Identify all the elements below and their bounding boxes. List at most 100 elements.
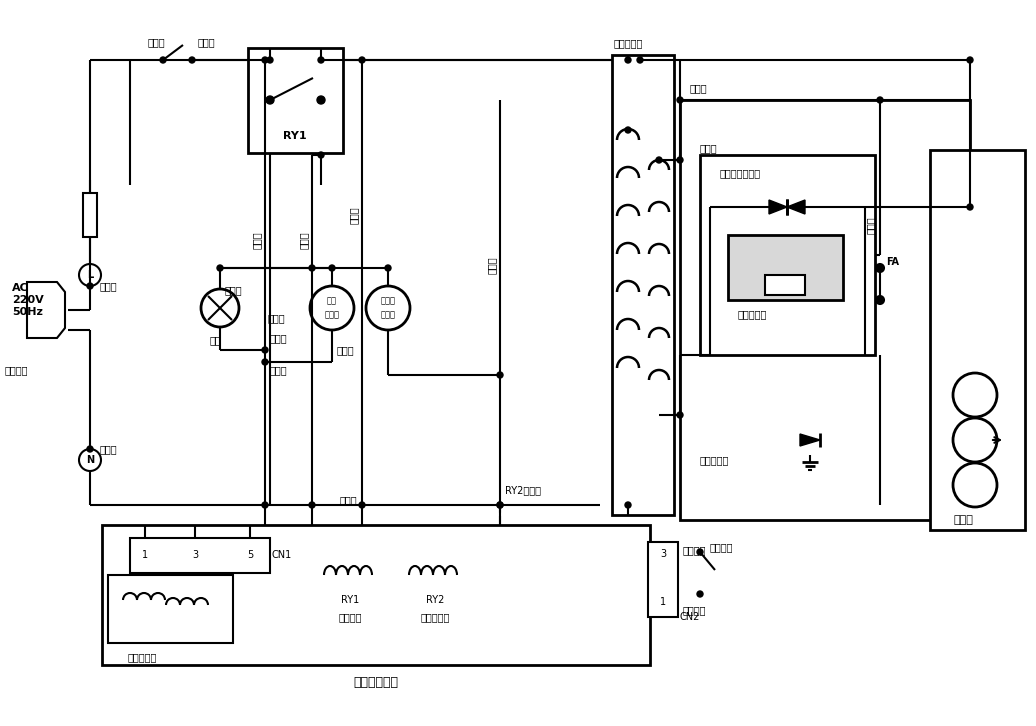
Circle shape [497,502,503,508]
Text: 电动机: 电动机 [380,311,396,319]
Text: L: L [87,270,93,280]
Text: 电脑控制电路: 电脑控制电路 [353,677,399,690]
Text: 红色线: 红色线 [198,37,215,47]
Text: 黄色线: 黄色线 [349,206,359,224]
Text: 高压电路保护器: 高压电路保护器 [720,168,761,178]
Circle shape [625,502,631,508]
Circle shape [309,265,315,271]
Text: 蓝色线: 蓝色线 [270,333,288,343]
Bar [102,525,650,665]
Circle shape [677,412,683,418]
Circle shape [385,265,391,271]
Text: 主继电器: 主继电器 [338,612,362,622]
Text: RY1: RY1 [341,595,359,605]
Text: 3: 3 [192,550,198,560]
Text: 炉灯: 炉灯 [210,335,222,345]
Circle shape [317,96,325,104]
Text: 黄绿色线: 黄绿色线 [5,365,29,375]
Text: RY1: RY1 [283,131,307,141]
Circle shape [262,347,268,353]
Bar [765,275,805,295]
Circle shape [266,96,274,104]
Circle shape [329,265,335,271]
Text: 红色线: 红色线 [690,83,708,93]
Text: 白色线: 白色线 [268,313,286,323]
Circle shape [677,157,683,163]
Polygon shape [27,282,65,338]
Circle shape [318,57,324,63]
Circle shape [309,502,315,508]
Polygon shape [787,200,805,214]
Text: 红色线: 红色线 [225,285,242,295]
Circle shape [262,359,268,365]
Text: 白色线: 白色线 [340,495,357,505]
Text: 白色线: 白色线 [700,143,718,153]
Bar [248,48,343,153]
Bar [130,538,270,573]
Circle shape [87,283,93,289]
Circle shape [967,57,973,63]
Circle shape [359,57,365,63]
Text: 蓝色线: 蓝色线 [100,444,118,454]
Text: RY2: RY2 [426,595,444,605]
Text: 粉红色线: 粉红色线 [683,545,707,555]
Text: 5: 5 [247,550,253,560]
Circle shape [877,297,883,303]
Text: 1: 1 [660,597,666,607]
Text: 蓝色线: 蓝色线 [337,345,354,355]
Bar [108,575,233,643]
Circle shape [656,157,662,163]
Text: 磁控管: 磁控管 [953,515,973,525]
Circle shape [189,57,195,63]
Text: RY2白色线: RY2白色线 [505,485,541,495]
Bar [83,193,97,237]
Circle shape [262,502,268,508]
Text: 棕色线: 棕色线 [100,281,118,291]
Circle shape [877,265,883,271]
Text: N: N [86,455,94,465]
Circle shape [267,57,274,63]
Circle shape [497,372,503,378]
Text: 高压电容器: 高压电容器 [738,309,768,319]
Text: 转盘: 转盘 [327,296,337,306]
Text: 白色线: 白色线 [487,256,497,274]
Text: 高压二极管: 高压二极管 [700,455,729,465]
Polygon shape [800,434,821,446]
Text: CN2: CN2 [680,612,700,622]
Text: 黑色线: 黑色线 [252,231,262,249]
Bar [648,542,678,617]
Text: 低压变压器: 低压变压器 [128,652,157,662]
Circle shape [87,446,93,452]
Text: 红色线: 红色线 [299,231,309,249]
Circle shape [625,127,631,133]
Polygon shape [769,200,787,214]
Text: 粉红色线: 粉红色线 [683,605,707,615]
Circle shape [697,549,703,555]
Text: 高压变压器: 高压变压器 [614,38,643,48]
Circle shape [637,57,643,63]
Circle shape [625,57,631,63]
Circle shape [877,97,883,103]
Text: 1: 1 [142,550,148,560]
Text: 黑色线: 黑色线 [148,37,166,47]
Circle shape [697,591,703,597]
Circle shape [497,502,503,508]
Text: CN1: CN1 [272,550,292,560]
Text: AC
220V
50Hz: AC 220V 50Hz [12,283,44,317]
Bar [728,235,843,300]
Text: 红色线: 红色线 [866,216,876,234]
Text: 蓝色线: 蓝色线 [270,365,288,375]
Bar [680,100,970,520]
Bar [930,150,1025,530]
Circle shape [677,97,683,103]
Bar [700,155,875,355]
Text: FA: FA [886,257,899,267]
Text: 门联开关: 门联开关 [710,542,733,552]
Circle shape [967,204,973,210]
Circle shape [359,502,365,508]
Text: 3: 3 [660,549,666,559]
Circle shape [217,265,223,271]
Bar [612,55,674,515]
Text: 电源继电器: 电源继电器 [421,612,450,622]
Circle shape [262,57,268,63]
